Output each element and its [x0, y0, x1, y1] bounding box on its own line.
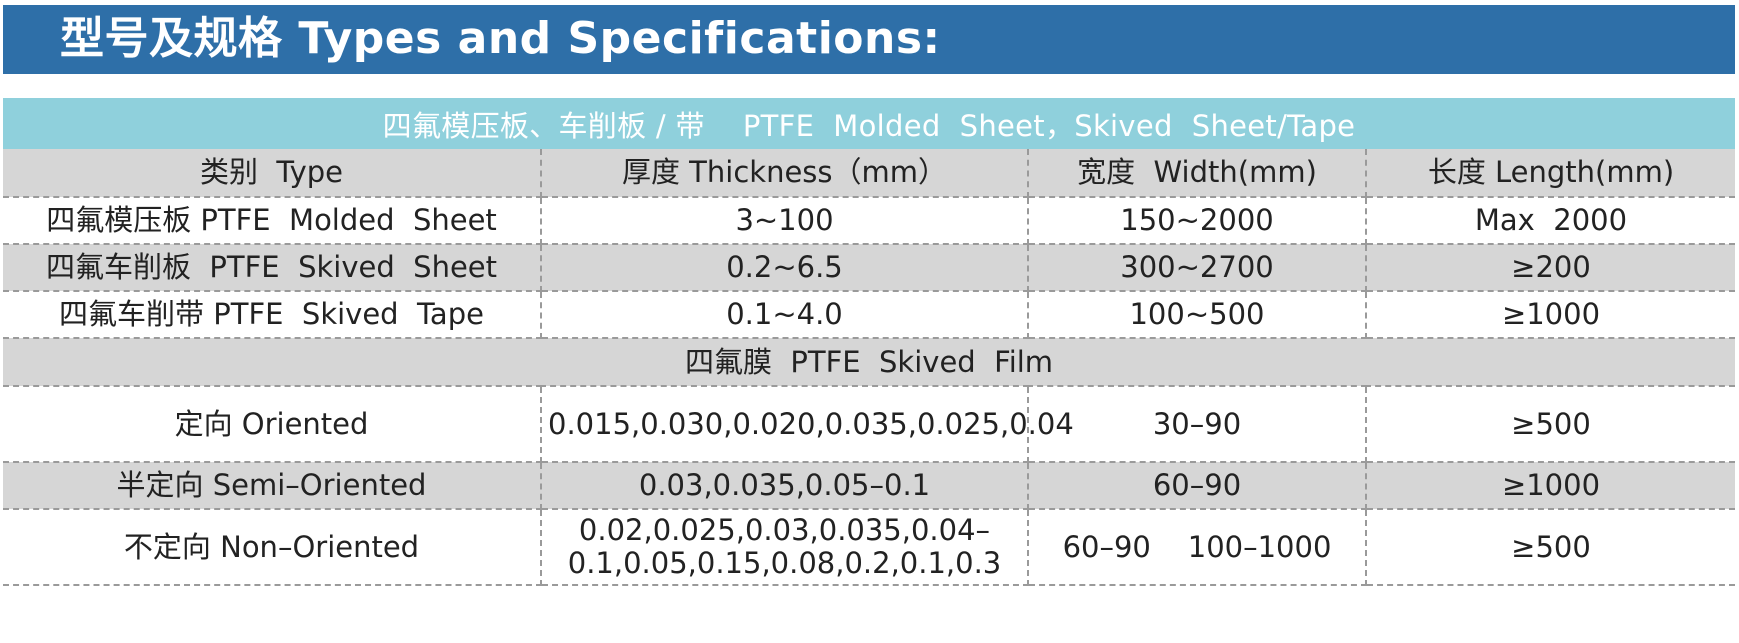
- cell-thickness: 0.1~4.0: [541, 291, 1029, 339]
- cell-type: 四氟车削板 PTFE Skived Sheet: [3, 244, 542, 292]
- spec-table: 类别 Type 厚度 Thickness（mm） 宽度 Width(mm) 长度…: [3, 149, 1735, 586]
- table-row: 四氟模压板 PTFE Molded Sheet 3~100 150~2000 M…: [3, 197, 1735, 245]
- cell-length: ≥500: [1366, 386, 1735, 463]
- cell-width: 100~500: [1028, 291, 1367, 339]
- table-header-row: 类别 Type 厚度 Thickness（mm） 宽度 Width(mm) 长度…: [3, 149, 1735, 198]
- film-section-row: 四氟膜 PTFE Skived Film: [3, 338, 1735, 387]
- cell-width: 30–90: [1028, 386, 1367, 463]
- page-title: 型号及规格 Types and Specifications:: [60, 13, 941, 64]
- cell-length: ≥500: [1366, 509, 1735, 586]
- column-header-length: 长度 Length(mm): [1366, 149, 1735, 198]
- cell-length: ≥1000: [1366, 291, 1735, 339]
- cell-width: 60–90 100–1000: [1028, 509, 1367, 586]
- column-header-type: 类别 Type: [3, 149, 542, 198]
- table-row: 不定向 Non–Oriented 0.02,0.025,0.03,0.035,0…: [3, 509, 1735, 586]
- cell-length: ≥200: [1366, 244, 1735, 292]
- cell-width: 150~2000: [1028, 197, 1367, 245]
- table-row: 四氟车削板 PTFE Skived Sheet 0.2~6.5 300~2700…: [3, 244, 1735, 292]
- cell-type: 半定向 Semi–Oriented: [3, 462, 542, 510]
- table-row: 四氟车削带 PTFE Skived Tape 0.1~4.0 100~500 ≥…: [3, 291, 1735, 339]
- table-heading: 四氟模压板、车削板 / 带 PTFE Molded Sheet，Skived S…: [3, 98, 1735, 149]
- cell-type: 定向 Oriented: [3, 386, 542, 463]
- cell-thickness: 0.03,0.035,0.05–0.1: [541, 462, 1029, 510]
- table-row: 定向 Oriented 0.015,0.030,0.020,0.035,0.02…: [3, 386, 1735, 463]
- table-row: 半定向 Semi–Oriented 0.03,0.035,0.05–0.1 60…: [3, 462, 1735, 510]
- cell-type: 四氟车削带 PTFE Skived Tape: [3, 291, 542, 339]
- cell-type: 四氟模压板 PTFE Molded Sheet: [3, 197, 542, 245]
- cell-thickness: 0.2~6.5: [541, 244, 1029, 292]
- cell-thickness: 0.015,0.030,0.020,0.035,0.025,0.04: [541, 386, 1074, 463]
- cell-length: ≥1000: [1366, 462, 1735, 510]
- cell-thickness: 3~100: [541, 197, 1029, 245]
- cell-thickness: 0.02,0.025,0.03,0.035,0.04–0.1,0.05,0.15…: [541, 509, 1029, 586]
- film-section-heading: 四氟膜 PTFE Skived Film: [3, 338, 1735, 387]
- column-header-thickness: 厚度 Thickness（mm）: [541, 149, 1029, 198]
- title-banner: 型号及规格 Types and Specifications:: [3, 5, 1735, 74]
- cell-width: 60–90: [1028, 462, 1367, 510]
- column-header-width: 宽度 Width(mm): [1028, 149, 1367, 198]
- cell-type: 不定向 Non–Oriented: [3, 509, 542, 586]
- cell-length: Max 2000: [1366, 197, 1735, 245]
- cell-width: 300~2700: [1028, 244, 1367, 292]
